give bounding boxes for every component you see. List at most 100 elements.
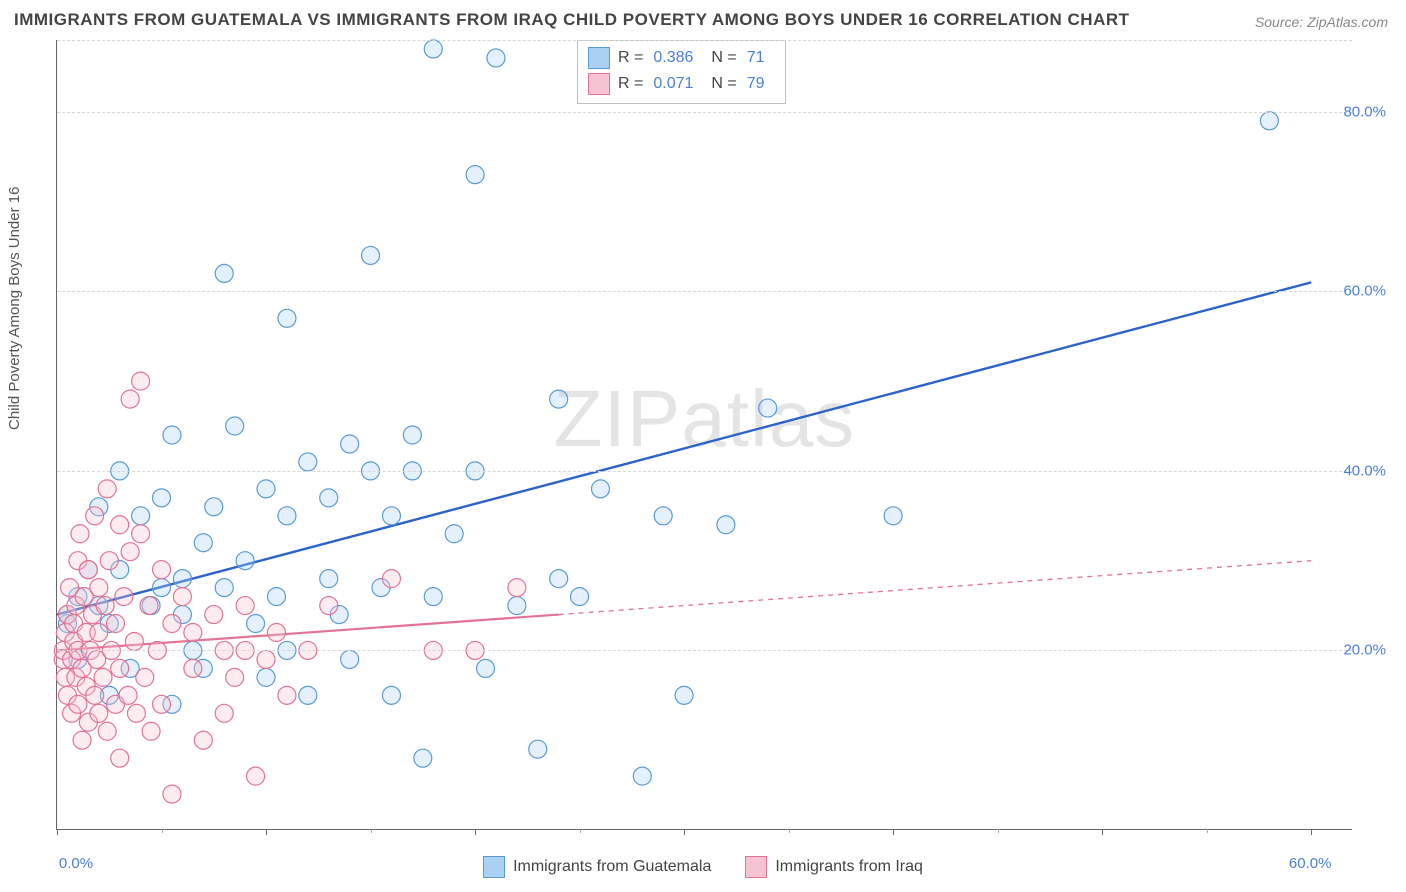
scatter-point: [403, 426, 421, 444]
scatter-point: [257, 668, 275, 686]
scatter-point: [121, 390, 139, 408]
scatter-point: [341, 650, 359, 668]
scatter-point: [194, 534, 212, 552]
scatter-point: [184, 624, 202, 642]
scatter-point: [153, 561, 171, 579]
y-tick-label: 80.0%: [1343, 103, 1386, 120]
scatter-point: [86, 686, 104, 704]
scatter-point: [267, 624, 285, 642]
y-tick-label: 40.0%: [1343, 462, 1386, 479]
r-label: R =: [618, 71, 643, 97]
n-value: 79: [747, 71, 765, 97]
scatter-point: [173, 588, 191, 606]
chart-title: IMMIGRANTS FROM GUATEMALA VS IMMIGRANTS …: [14, 10, 1130, 30]
scatter-point: [278, 309, 296, 327]
x-minor-tick: [1207, 829, 1208, 833]
x-minor-tick: [789, 829, 790, 833]
scatter-point: [654, 507, 672, 525]
scatter-point: [94, 668, 112, 686]
source-attribution: Source: ZipAtlas.com: [1255, 14, 1388, 30]
plot-area: ZIPatlas R = 0.386 N = 71 R = 0.071 N = …: [56, 40, 1352, 830]
scatter-point: [90, 579, 108, 597]
scatter-point: [226, 417, 244, 435]
scatter-point: [717, 516, 735, 534]
scatter-point: [71, 525, 89, 543]
r-value: 0.071: [653, 71, 693, 97]
scatter-point: [163, 615, 181, 633]
scatter-point: [362, 246, 380, 264]
scatter-point: [96, 597, 114, 615]
scatter-point: [487, 49, 505, 67]
legend-swatch: [588, 47, 610, 69]
scatter-point: [194, 731, 212, 749]
y-tick-label: 20.0%: [1343, 642, 1386, 659]
scatter-point: [153, 579, 171, 597]
series-legend: Immigrants from Guatemala Immigrants fro…: [0, 856, 1406, 878]
scatter-point: [424, 588, 442, 606]
scatter-point: [320, 489, 338, 507]
scatter-point: [215, 264, 233, 282]
scatter-point: [341, 435, 359, 453]
scatter-point: [90, 704, 108, 722]
scatter-point: [236, 597, 254, 615]
scatter-point: [591, 480, 609, 498]
trend-line-extrapolated: [559, 561, 1312, 615]
scatter-svg: [57, 40, 1352, 829]
scatter-point: [257, 480, 275, 498]
scatter-point: [445, 525, 463, 543]
scatter-point: [247, 767, 265, 785]
scatter-point: [173, 570, 191, 588]
x-tick-label: 0.0%: [59, 855, 93, 872]
scatter-point: [508, 597, 526, 615]
n-label: N =: [711, 45, 736, 71]
scatter-point: [382, 507, 400, 525]
scatter-point: [132, 507, 150, 525]
scatter-point: [414, 749, 432, 767]
scatter-point: [115, 588, 133, 606]
scatter-point: [299, 453, 317, 471]
legend-label: Immigrants from Guatemala: [513, 858, 711, 876]
scatter-point: [884, 507, 902, 525]
scatter-point: [142, 722, 160, 740]
scatter-point: [675, 686, 693, 704]
x-minor-tick: [998, 829, 999, 833]
scatter-point: [79, 561, 97, 579]
scatter-point: [759, 399, 777, 417]
legend-row-iraq: R = 0.071 N = 79: [588, 71, 775, 97]
x-tick: [475, 829, 476, 835]
legend-swatch: [745, 856, 767, 878]
scatter-point: [633, 767, 651, 785]
scatter-point: [215, 579, 233, 597]
scatter-point: [136, 668, 154, 686]
x-tick: [57, 829, 58, 835]
n-label: N =: [711, 71, 736, 97]
scatter-point: [73, 731, 91, 749]
scatter-point: [127, 704, 145, 722]
scatter-point: [100, 552, 118, 570]
legend-item-iraq: Immigrants from Iraq: [745, 856, 923, 878]
scatter-point: [382, 686, 400, 704]
scatter-point: [121, 543, 139, 561]
scatter-point: [107, 615, 125, 633]
scatter-point: [98, 480, 116, 498]
x-tick: [1102, 829, 1103, 835]
legend-swatch: [483, 856, 505, 878]
scatter-point: [153, 489, 171, 507]
x-minor-tick: [580, 829, 581, 833]
legend-item-guatemala: Immigrants from Guatemala: [483, 856, 711, 878]
n-value: 71: [747, 45, 765, 71]
gridline: [57, 40, 1352, 41]
scatter-point: [571, 588, 589, 606]
gridline: [57, 471, 1352, 472]
scatter-point: [236, 552, 254, 570]
scatter-point: [215, 704, 233, 722]
x-minor-tick: [371, 829, 372, 833]
scatter-point: [299, 686, 317, 704]
scatter-point: [163, 785, 181, 803]
scatter-point: [226, 668, 244, 686]
scatter-point: [111, 659, 129, 677]
scatter-point: [320, 570, 338, 588]
legend-label: Immigrants from Iraq: [775, 858, 923, 876]
scatter-point: [278, 507, 296, 525]
x-tick: [266, 829, 267, 835]
